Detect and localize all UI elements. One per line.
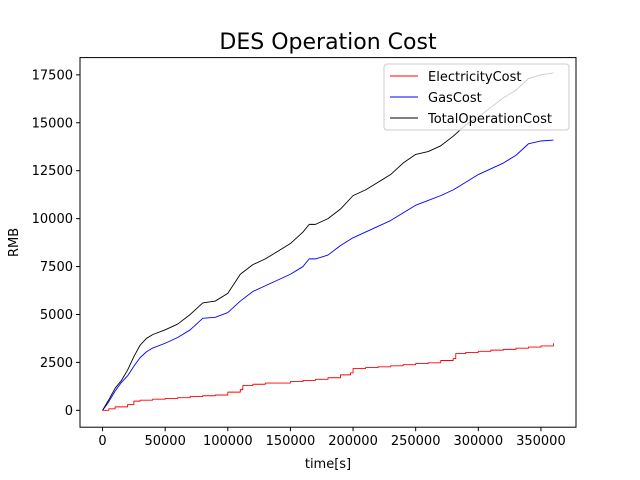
series-line-electricitycost — [102, 343, 554, 411]
x-tick-label: 150000 — [266, 434, 316, 449]
y-tick-label: 17500 — [32, 68, 73, 83]
series-line-gascost — [102, 139, 554, 411]
x-tick-label: 50000 — [144, 434, 185, 449]
y-tick-label: 5000 — [40, 308, 73, 323]
y-axis-ticks: 0 2500 5000 7500 10000 12500 15000 17500 — [32, 68, 80, 419]
y-tick-label: 10000 — [32, 212, 73, 227]
y-tick-label: 12500 — [32, 164, 73, 179]
y-tick-label: 0 — [65, 404, 73, 419]
chart-title: DES Operation Cost — [219, 30, 437, 55]
legend-label: GasCost — [428, 91, 482, 106]
legend-box — [383, 63, 570, 131]
y-tick-label: 7500 — [40, 260, 73, 275]
x-axis-ticks: 0 50000 100000 150000 200000 250000 300000 3500… — [98, 427, 566, 449]
x-tick-label: 100000 — [203, 434, 253, 449]
x-tick-label: 350000 — [516, 434, 566, 449]
x-tick-label: 250000 — [391, 434, 441, 449]
x-tick-label: 300000 — [453, 434, 503, 449]
y-tick-label: 2500 — [40, 356, 73, 371]
legend-label: TotalOperationCost — [427, 112, 552, 127]
x-tick-label: 0 — [98, 434, 106, 449]
y-tick-label: 15000 — [32, 116, 73, 131]
axes-frame — [79, 57, 577, 428]
legend: ElectricityCost GasCost TotalOperationCost — [383, 63, 570, 131]
legend-label: ElectricityCost — [428, 70, 521, 85]
x-axis-label: time[s] — [305, 457, 351, 472]
x-tick-label: 200000 — [328, 434, 378, 449]
y-axis-label: RMB — [7, 228, 22, 257]
